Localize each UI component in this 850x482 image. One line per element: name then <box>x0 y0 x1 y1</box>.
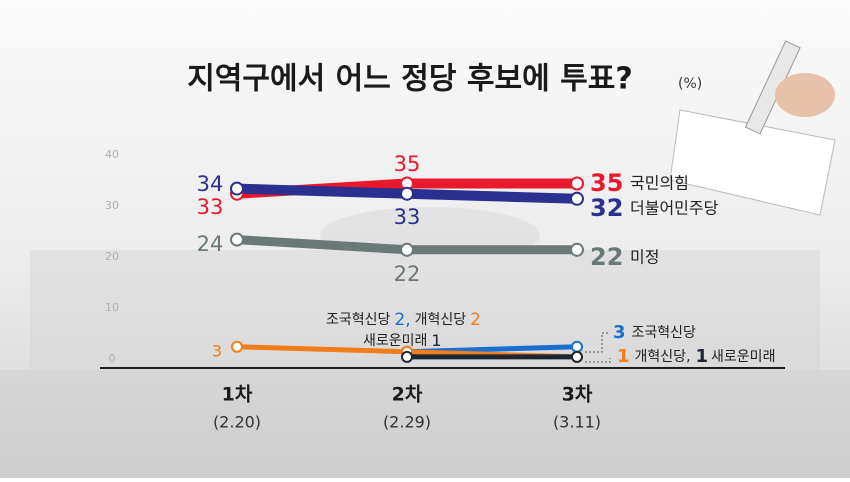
label-part: 조국혁신당 <box>326 312 391 328</box>
y-tick-label: 10 <box>105 301 119 314</box>
label-part: 2 <box>470 310 481 330</box>
label-part: 조국혁신당 <box>632 325 697 341</box>
legend-label: 국민의힘 <box>630 174 689 193</box>
label-part: 2 <box>394 310 405 330</box>
annotation: 3 조국혁신당 <box>613 322 696 343</box>
point-marker <box>570 242 584 257</box>
point-marker <box>231 340 243 353</box>
y-tick-label: 30 <box>105 199 119 212</box>
x-tick-label: 2차 <box>392 384 423 406</box>
end-value-label: 32 <box>590 194 623 222</box>
x-date-label: (2.20) <box>213 413 261 432</box>
data-label: 33 <box>197 195 224 219</box>
unit-label: (%) <box>678 76 702 92</box>
point-marker <box>230 181 244 196</box>
label-part: 1 <box>617 346 630 367</box>
ballot-illustration <box>669 40 836 216</box>
y-tick-label: 0 <box>109 352 116 365</box>
leader-line <box>585 332 610 353</box>
point-marker <box>571 350 583 363</box>
data-label: 3 <box>212 342 222 361</box>
label-part: 3 <box>613 322 626 343</box>
end-value-label: 35 <box>590 169 623 197</box>
data-label: 24 <box>197 232 224 256</box>
label-part: 1 <box>431 331 441 350</box>
leader-line <box>585 358 611 363</box>
x-tick-label: 1차 <box>222 384 253 406</box>
legend-label: 미정 <box>630 248 659 267</box>
end-value-label: 22 <box>590 243 623 271</box>
point-marker <box>400 242 414 257</box>
annotation: 새로운미래 1 <box>363 331 442 350</box>
label-part: , <box>686 349 690 365</box>
y-tick-label: 20 <box>105 250 119 263</box>
x-date-label: (2.29) <box>383 413 431 432</box>
point-marker <box>570 191 584 206</box>
point-marker <box>570 176 584 191</box>
label-part: 1 <box>696 346 709 367</box>
y-tick-label: 40 <box>105 148 119 161</box>
data-label: 34 <box>197 172 224 196</box>
data-label: 35 <box>394 152 421 176</box>
label-part: 새로운미래 <box>363 333 427 349</box>
label-part: 개혁신당 <box>635 349 687 365</box>
point-marker <box>400 186 414 201</box>
data-label: 33 <box>394 205 421 229</box>
annotation: 조국혁신당 2, 개혁신당 2 <box>326 310 481 330</box>
x-date-label: (3.11) <box>553 413 601 432</box>
point-marker <box>401 350 413 363</box>
annotation: 1 개혁신당, 1 새로운미래 <box>617 346 775 367</box>
chart-title: 지역구에서 어느 정당 후보에 투표? <box>187 62 633 97</box>
label-part: 개혁신당 <box>415 312 467 328</box>
label-part: 새로운미래 <box>711 349 775 365</box>
legend-label: 더불어민주당 <box>630 199 719 218</box>
point-marker <box>571 340 583 353</box>
label-part: , <box>405 310 410 330</box>
data-label: 22 <box>394 262 421 286</box>
point-marker <box>230 232 244 247</box>
x-tick-label: 3차 <box>562 384 593 406</box>
